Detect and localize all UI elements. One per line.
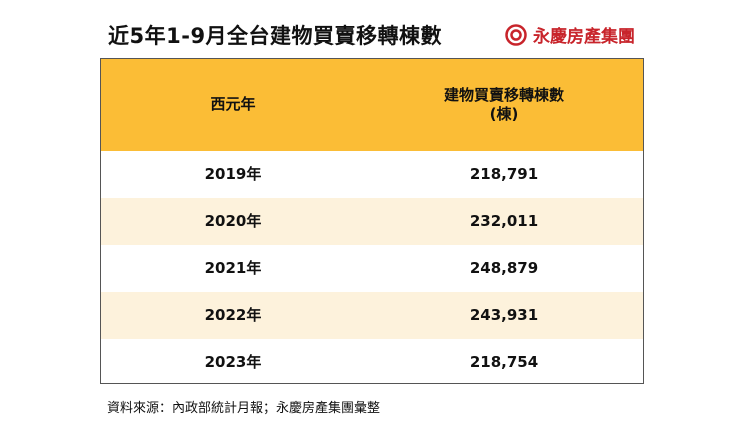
column-header: 建物買賣移轉棟數 (棟) <box>443 85 564 124</box>
source-note: 資料來源：內政部統計月報；永慶房產集團彙整 <box>107 401 381 416</box>
table-row: 2021年 248,879 <box>101 245 643 292</box>
header-row: 西元年 建物買賣移轉棟數 (棟) <box>101 59 643 151</box>
table-row: 2022年 243,931 <box>101 292 643 339</box>
brand: 永慶房產集團 <box>505 22 635 47</box>
count-cell: 232,011 <box>469 211 539 230</box>
table-row: 2019年 218,791 <box>101 151 643 198</box>
title: 近5年1-9月全台建物買賣移轉棟數 <box>108 24 443 48</box>
count-cell: 243,931 <box>469 305 539 324</box>
year-cell: 2020年 <box>204 211 262 230</box>
count-cell: 218,754 <box>469 352 539 371</box>
brand-name: 永慶房產集團 <box>533 27 635 47</box>
column-header: 西元年 <box>210 95 256 114</box>
year-cell: 2022年 <box>204 305 262 324</box>
count-cell: 218,791 <box>469 164 539 183</box>
table: 西元年 建物買賣移轉棟數 (棟) 2019年 218,791 2020年 232,01… <box>100 58 644 384</box>
brand-logo <box>505 23 527 46</box>
count-cell: 248,879 <box>469 258 539 277</box>
year-cell: 2019年 <box>204 164 262 183</box>
year-cell: 2023年 <box>204 352 262 371</box>
table-row: 2023年 218,754 <box>101 339 643 386</box>
year-cell: 2021年 <box>204 258 262 277</box>
table-row: 2020年 232,011 <box>101 198 643 245</box>
